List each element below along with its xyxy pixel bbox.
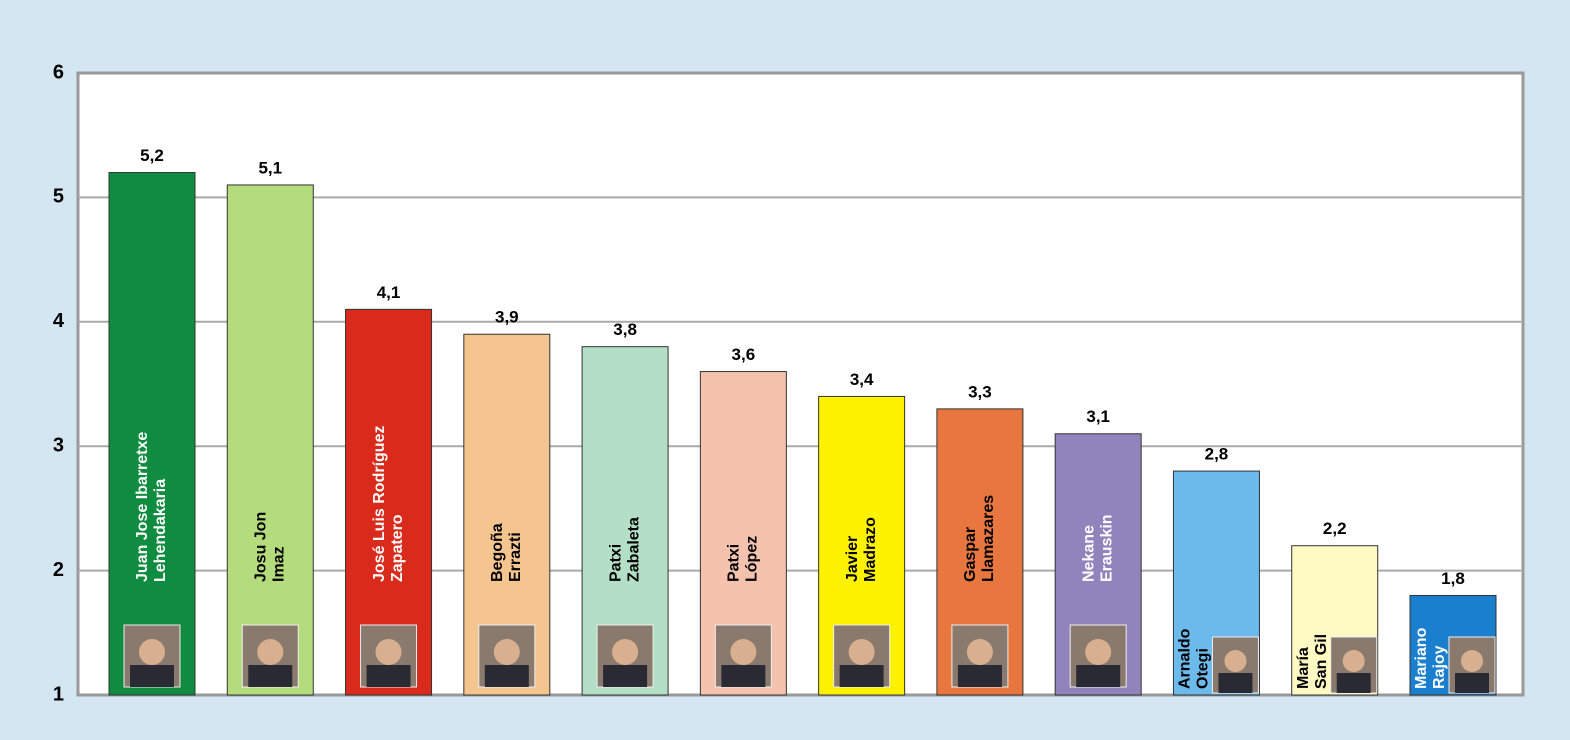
value-label: 2,8 [1205, 445, 1229, 464]
value-label: 3,3 [968, 382, 992, 401]
value-label: 5,1 [258, 158, 282, 177]
x-tick-label: Erauskin [1098, 514, 1115, 582]
value-label: 3,1 [1086, 407, 1110, 426]
photo-suit [603, 665, 647, 687]
value-label: 4,1 [377, 283, 401, 302]
x-tick-label: Gaspar [962, 527, 979, 582]
value-label: 2,2 [1323, 519, 1347, 538]
photo-face [730, 639, 756, 665]
photo-face [849, 639, 875, 665]
x-tick-label: Arnaldo [1177, 628, 1194, 689]
photo-face [967, 639, 993, 665]
photo-face [139, 639, 165, 665]
photo-suit [1337, 673, 1371, 693]
photo-face [257, 639, 283, 665]
x-tick-label: Mariano [1413, 627, 1430, 689]
photo-suit [248, 665, 292, 687]
x-tick-label: Nekane [1080, 525, 1097, 582]
x-tick-label: Begoña [489, 523, 506, 582]
value-label: 5,2 [140, 146, 164, 165]
photo-suit [1455, 673, 1489, 693]
x-tick-label: Juan Jose Ibarretxe [134, 432, 151, 582]
y-tick-label: 6 [53, 61, 64, 83]
bar [109, 173, 195, 695]
x-tick-label: Patxi [607, 544, 624, 582]
photo-suit [840, 665, 884, 687]
x-tick-label: Otegi [1195, 648, 1212, 689]
value-label: 3,9 [495, 308, 519, 327]
photo-face [494, 639, 520, 665]
x-tick-label: María [1295, 647, 1312, 689]
x-tick-label: Josu Jon [252, 512, 269, 582]
value-label: 3,8 [613, 320, 637, 339]
photo-suit [1218, 673, 1252, 693]
photo-face [376, 639, 402, 665]
x-tick-label: Madrazo [862, 517, 879, 582]
photo-face [1224, 650, 1246, 672]
x-tick-label: Patxi [726, 544, 743, 582]
x-tick-label: Llamazares [980, 495, 997, 582]
x-tick-label: Errazti [507, 532, 524, 582]
x-tick-label: Zapatero [389, 514, 406, 582]
value-label: 3,6 [732, 345, 756, 364]
x-tick-label: Lehendakaria [152, 479, 169, 582]
y-tick-label: 2 [53, 559, 64, 581]
y-tick-label: 5 [53, 186, 64, 208]
bar [227, 185, 313, 695]
x-tick-label: José Luis Rodríguez [371, 426, 388, 582]
photo-suit [1076, 665, 1120, 687]
y-tick-label: 4 [53, 310, 65, 332]
photo-face [1343, 650, 1365, 672]
photo-suit [958, 665, 1002, 687]
photo-face [612, 639, 638, 665]
x-tick-label: Zabaleta [625, 517, 642, 582]
x-tick-label: Imaz [270, 546, 287, 582]
photo-suit [130, 665, 174, 687]
photo-face [1085, 639, 1111, 665]
y-tick-label: 1 [53, 683, 64, 705]
photo-face [1461, 650, 1483, 672]
x-tick-label: López [744, 536, 761, 582]
photo-suit [485, 665, 529, 687]
value-label: 3,4 [850, 370, 874, 389]
value-label: 1,8 [1441, 569, 1465, 588]
x-tick-label: Javier [844, 536, 861, 582]
x-tick-label: San Gil [1313, 634, 1330, 689]
y-tick-label: 3 [53, 434, 64, 456]
photo-suit [367, 665, 411, 687]
photo-suit [721, 665, 765, 687]
chart: 1 2 3 4 5 6 5,2 Juan Jose IbarretxeLehendakaria… [0, 0, 1570, 740]
x-tick-label: Rajoy [1431, 645, 1448, 689]
